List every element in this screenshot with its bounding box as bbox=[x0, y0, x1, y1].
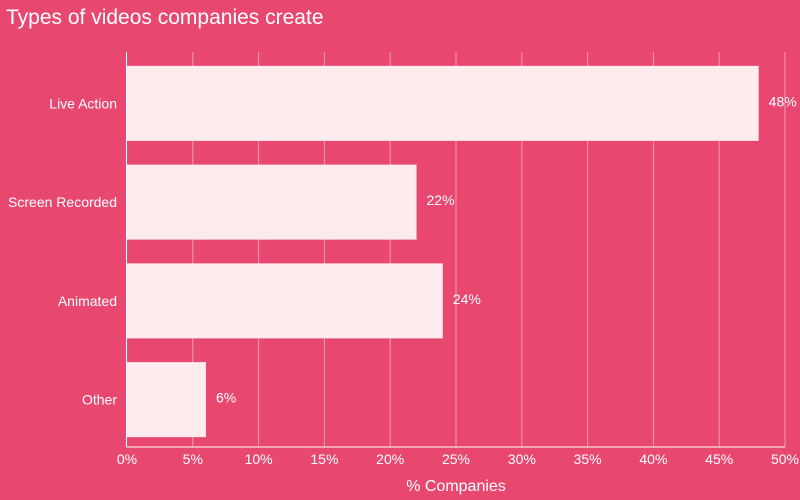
x-tick-label: 20% bbox=[376, 451, 404, 467]
data-label: 48% bbox=[769, 93, 797, 109]
x-tick-label: 0% bbox=[117, 451, 137, 467]
bar bbox=[127, 263, 443, 339]
data-label: 22% bbox=[427, 192, 455, 208]
category-label: Other bbox=[82, 392, 117, 408]
x-tick-label: 25% bbox=[442, 451, 470, 467]
chart-title: Types of videos companies create bbox=[6, 6, 324, 29]
x-tick-label: 45% bbox=[705, 451, 733, 467]
x-tick-label: 30% bbox=[508, 451, 536, 467]
x-tick-label: 35% bbox=[574, 451, 602, 467]
x-tick-label: 10% bbox=[245, 451, 273, 467]
category-label: Screen Recorded bbox=[8, 194, 117, 210]
bar bbox=[127, 164, 417, 240]
category-label: Animated bbox=[58, 293, 117, 309]
x-axis-title: % Companies bbox=[406, 478, 506, 495]
category-label: Live Action bbox=[49, 95, 117, 111]
x-tick-label: 50% bbox=[771, 451, 799, 467]
x-tick-label: 40% bbox=[639, 451, 667, 467]
bar bbox=[127, 65, 759, 141]
data-label: 6% bbox=[216, 390, 236, 406]
x-tick-label: 15% bbox=[310, 451, 338, 467]
x-tick-label: 5% bbox=[183, 451, 203, 467]
bar bbox=[127, 362, 206, 438]
data-label: 24% bbox=[453, 291, 481, 307]
